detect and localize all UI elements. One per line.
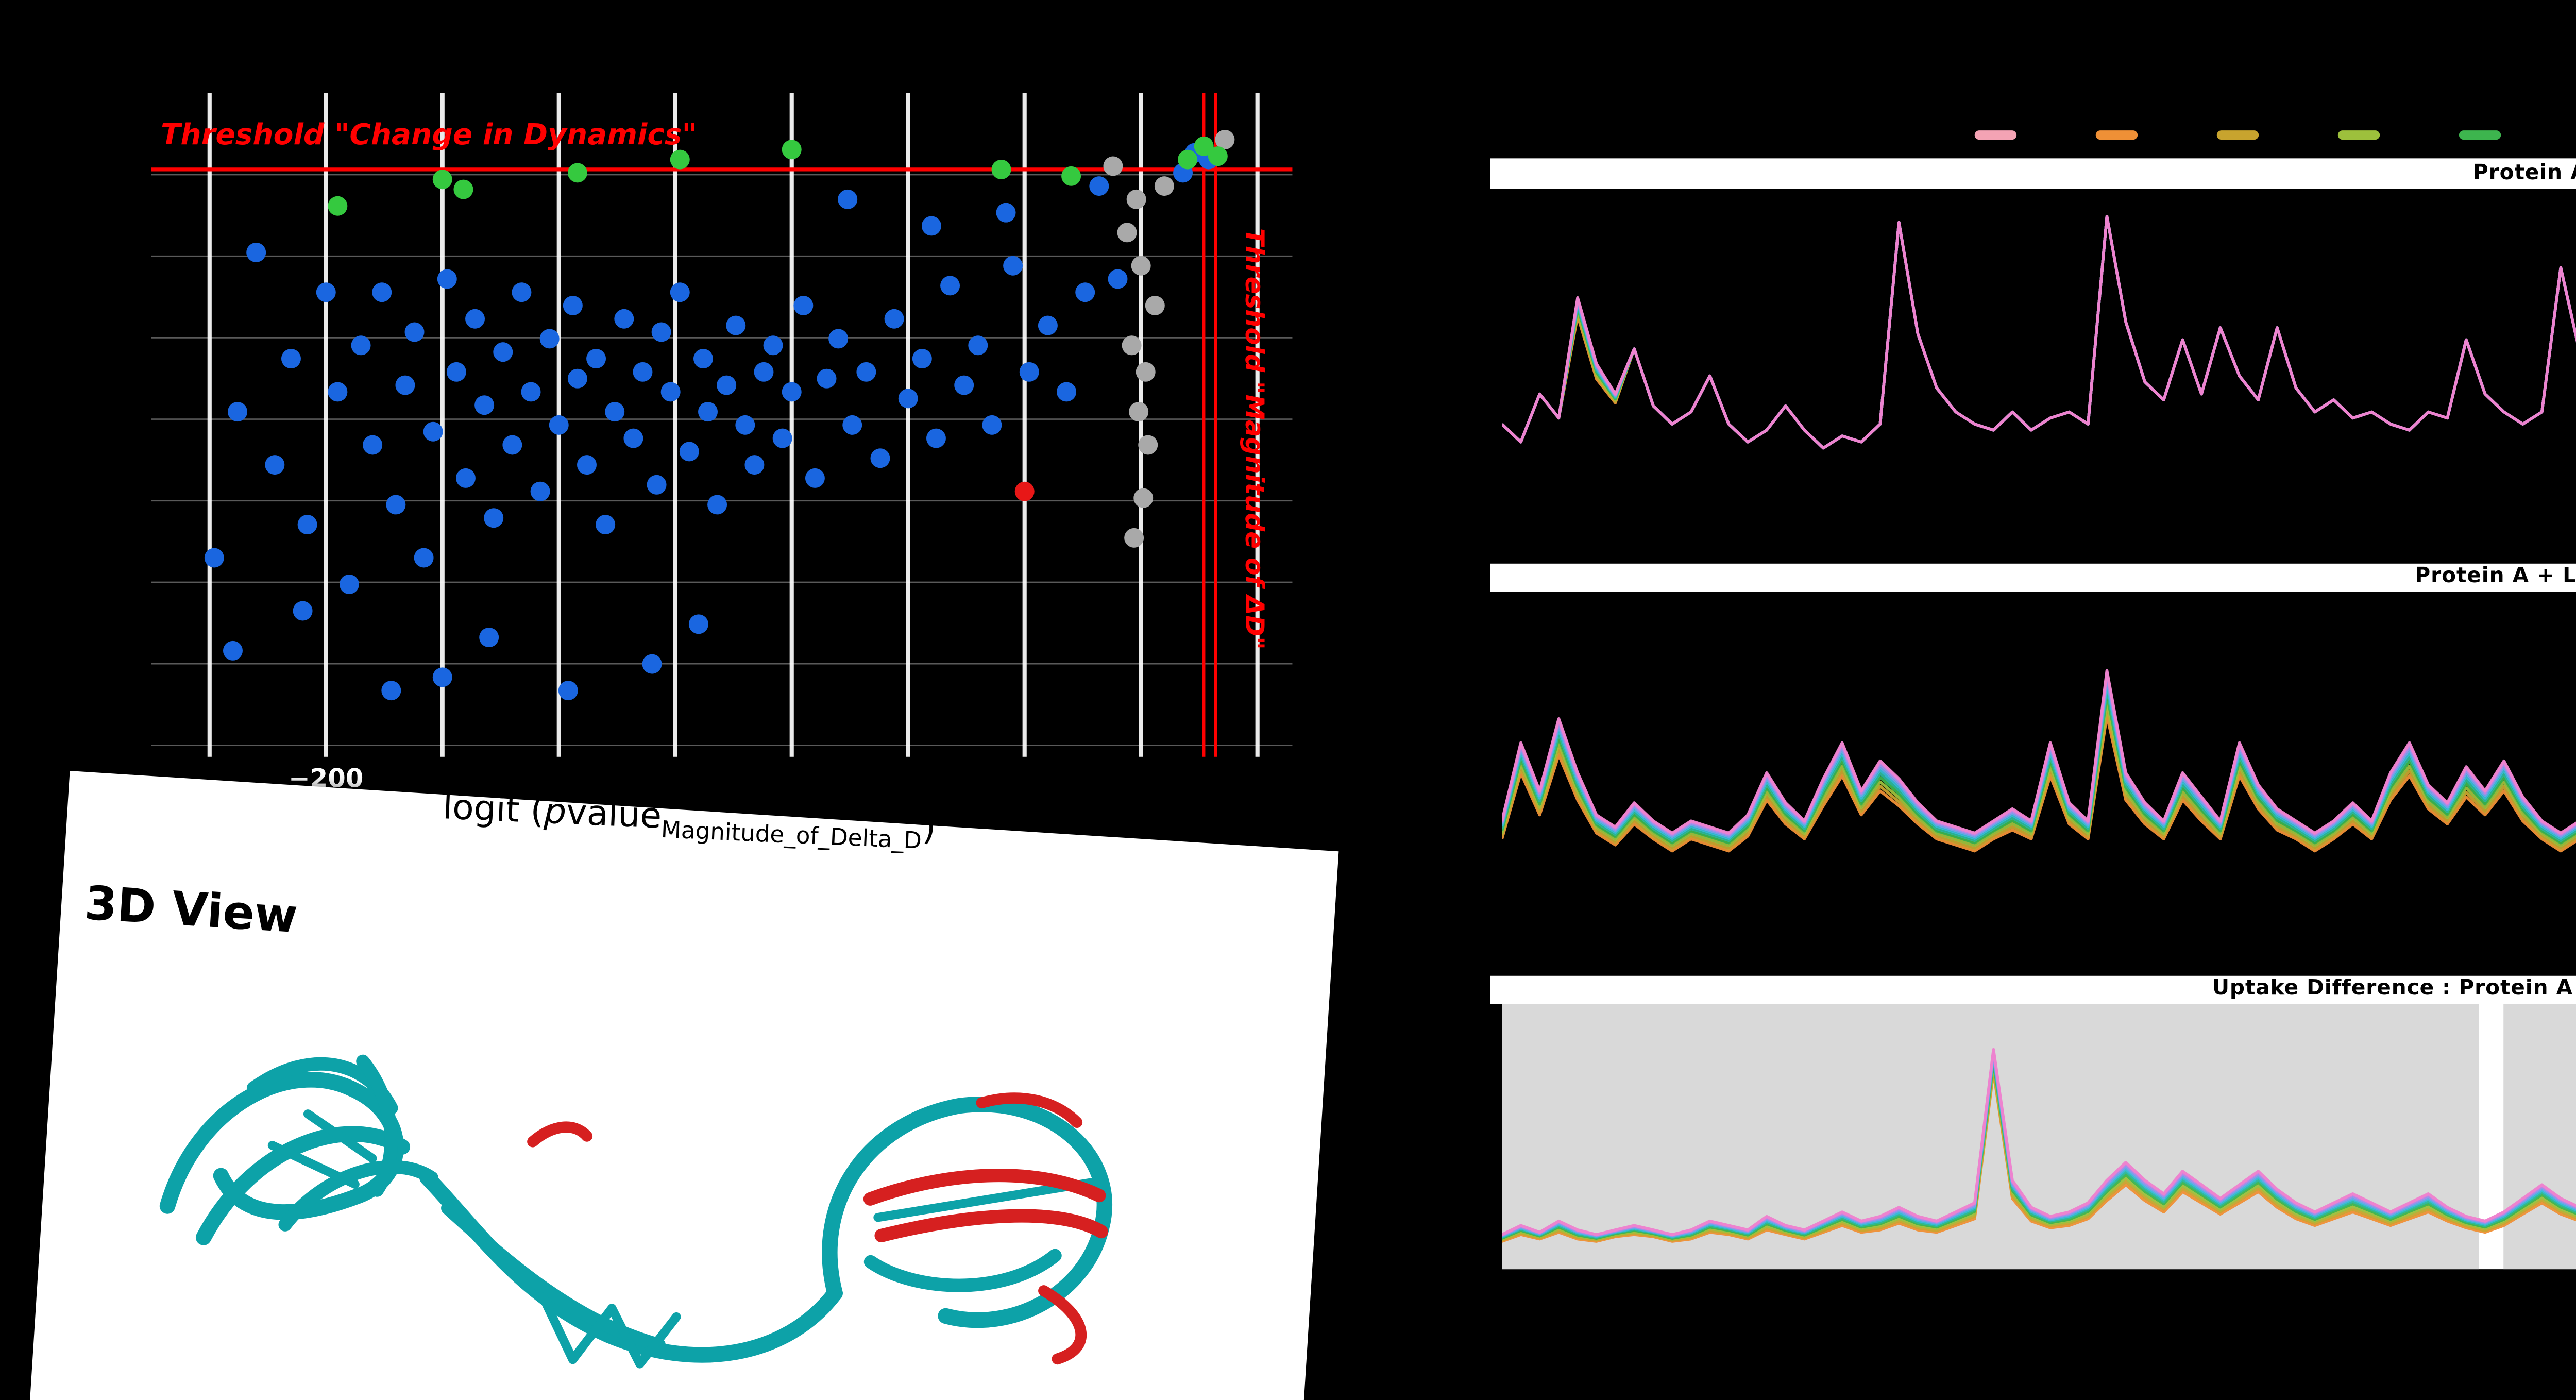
uptake-chart-protein-a[interactable] [1502,189,2576,543]
threshold-dynamics-label: Threshold "Change in Dynamics" [160,116,697,151]
chart-title-bar: Protein A + Ligand [1490,563,2576,592]
legend-swatch[interactable] [2095,130,2138,140]
protein-structure-canvas[interactable] [74,937,1268,1400]
3d-view-title: 3D View [83,874,299,944]
uptake-chart-protein-a-ligand[interactable] [1502,592,2576,946]
chart-title-bar: Protein A [1490,158,2576,189]
legend-swatch[interactable] [2216,130,2259,140]
timepoint-legend [1974,130,2576,140]
legend-swatch[interactable] [2337,130,2380,140]
3d-view-panel[interactable]: 3D View [25,771,1339,1400]
chart-title: Protein A [2472,162,2576,185]
chart-title: Protein A + Ligand [2415,566,2576,589]
legend-swatch[interactable] [2459,130,2501,140]
volcano-plot[interactable]: Threshold "Change in Dynamics" Threshold… [151,93,1293,757]
volcano-scatter-svg[interactable] [151,93,1293,757]
chart-title-bar: Uptake Difference : Protein A - (Protein… [1490,975,2576,1004]
legend-swatch[interactable] [1974,130,2017,140]
threshold-magnitude-label: Threshold "Magnitude of ΔD" [1239,228,1269,650]
uptake-difference-chart[interactable] [1502,1004,2576,1270]
chart-title: Uptake Difference : Protein A - (Protein… [2212,978,2576,1002]
